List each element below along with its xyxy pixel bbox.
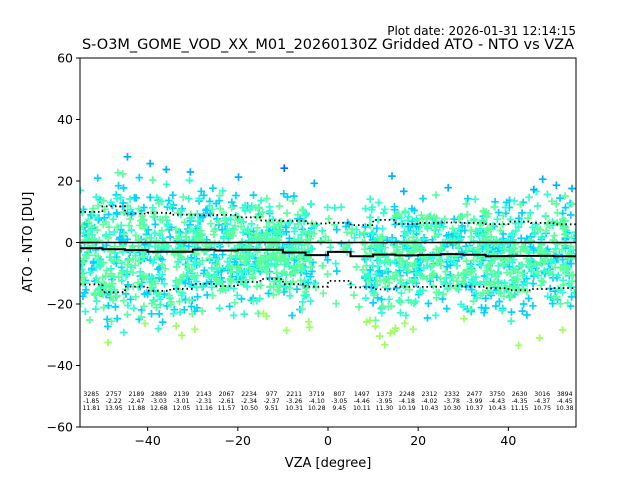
bin-count-label: 807 <box>333 391 345 398</box>
y-tick-label: 20 <box>57 174 73 189</box>
bin-std-label: 10.11 <box>353 405 371 412</box>
bin-count-label: 2889 <box>151 391 167 398</box>
bin-mean-label: -1.85 <box>83 398 99 405</box>
bin-std-label: 12.05 <box>173 405 191 412</box>
scatter-series-6 <box>104 309 567 350</box>
y-tick-label: 0 <box>65 235 73 250</box>
scatter-series-1 <box>280 164 289 172</box>
bin-count-label: 2757 <box>106 391 122 398</box>
bin-mean-label: -3.99 <box>466 398 482 405</box>
scatter-series-5 <box>80 168 576 325</box>
bin-count-label: 3016 <box>534 391 550 398</box>
bin-count-label: 1497 <box>354 391 370 398</box>
bin-std-label: 9.51 <box>265 405 279 412</box>
bin-std-label: 9.45 <box>332 405 346 412</box>
bin-count-label: 2477 <box>467 391 483 398</box>
bin-mean-label: -3.95 <box>376 398 392 405</box>
bin-std-label: 11.30 <box>376 405 394 412</box>
bin-mean-label: -4.10 <box>309 398 325 405</box>
bin-mean-label: -2.37 <box>264 398 280 405</box>
plot-date: Plot date: 2026-01-31 12:14:15 <box>387 24 576 38</box>
bin-count-label: 2332 <box>444 391 460 398</box>
bin-std-label: 13.95 <box>105 405 123 412</box>
bin-mean-label: -4.02 <box>421 398 437 405</box>
bin-count-label: 2312 <box>422 391 438 398</box>
bin-count-label: 3285 <box>83 391 99 398</box>
bin-std-label: 10.37 <box>466 405 484 412</box>
bin-std-label: 10.50 <box>240 405 258 412</box>
bin-mean-label: -2.31 <box>196 398 212 405</box>
bin-count-label: 2211 <box>286 391 302 398</box>
bin-mean-label: -2.61 <box>218 398 234 405</box>
bin-std-label: 10.28 <box>308 405 326 412</box>
bin-mean-label: -3.26 <box>286 398 302 405</box>
bin-mean-label: -4.45 <box>557 398 573 405</box>
bin-std-label: 10.43 <box>421 405 439 412</box>
upper-std-line <box>80 205 576 226</box>
bin-mean-label: -4.37 <box>534 398 550 405</box>
bin-statistics: 3285-1.8511.812757-2.2213.952189-2.4711.… <box>82 391 573 412</box>
y-tick-label: 40 <box>57 112 73 127</box>
x-tick-label: −20 <box>225 433 251 448</box>
bin-count-label: 1373 <box>377 391 393 398</box>
bin-mean-label: -4.35 <box>512 398 528 405</box>
lower-std-line <box>80 278 576 294</box>
x-tick-label: 40 <box>500 433 516 448</box>
bin-mean-label: -4.43 <box>489 398 505 405</box>
bin-mean-label: -3.05 <box>331 398 347 405</box>
bin-std-label: 10.38 <box>556 405 574 412</box>
x-tick-label: 20 <box>410 433 426 448</box>
x-tick-label: 0 <box>324 433 332 448</box>
bin-std-label: 11.88 <box>128 405 146 412</box>
bin-std-label: 11.57 <box>218 405 236 412</box>
y-tick-label: −40 <box>47 358 73 373</box>
bin-count-label: 2067 <box>219 391 235 398</box>
x-axis-label: VZA [degree] <box>285 456 372 471</box>
bin-count-label: 2234 <box>241 391 257 398</box>
bin-count-label: 2630 <box>512 391 528 398</box>
y-tick-label: −20 <box>47 297 73 312</box>
bin-count-label: 2139 <box>174 391 190 398</box>
bin-count-label: 2189 <box>129 391 145 398</box>
bin-std-label: 10.30 <box>443 405 461 412</box>
x-axis-ticks: −40 −20 0 20 40 <box>134 427 516 448</box>
bin-std-label: 10.75 <box>533 405 551 412</box>
bin-count-label: 3750 <box>489 391 505 398</box>
bin-std-label: 10.31 <box>285 405 303 412</box>
y-axis-label: ATO - NTO [DU] <box>21 192 36 293</box>
bin-mean-label: -2.34 <box>241 398 257 405</box>
bin-count-label: 3719 <box>309 391 325 398</box>
bin-mean-label: -3.78 <box>444 398 460 405</box>
bin-mean-label: -4.18 <box>399 398 415 405</box>
bin-std-label: 11.81 <box>82 405 100 412</box>
bin-mean-label: -2.22 <box>106 398 122 405</box>
y-tick-label: −60 <box>47 420 73 435</box>
bin-count-label: 2248 <box>399 391 415 398</box>
bin-std-label: 12.68 <box>150 405 168 412</box>
x-tick-label: −40 <box>134 433 160 448</box>
chart-title: S-O3M_GOME_VOD_XX_M01_20260130Z Gridded … <box>82 37 574 53</box>
scatter-series-2 <box>123 153 576 196</box>
bin-count-label: 3894 <box>557 391 573 398</box>
y-tick-label: 60 <box>57 51 73 66</box>
bin-std-label: 11.16 <box>195 405 213 412</box>
statistic-lines <box>80 205 576 294</box>
y-axis-ticks: −60 −40 −20 0 20 40 60 <box>47 51 80 435</box>
bin-std-label: 10.19 <box>398 405 416 412</box>
bin-count-label: 977 <box>266 391 278 398</box>
bin-mean-label: -4.46 <box>354 398 370 405</box>
bin-mean-label: -2.47 <box>128 398 144 405</box>
mean-line <box>80 247 576 258</box>
bin-mean-label: -3.03 <box>151 398 167 405</box>
bin-std-label: 11.15 <box>511 405 529 412</box>
bin-std-label: 10.43 <box>488 405 506 412</box>
bin-count-label: 2143 <box>196 391 212 398</box>
bin-mean-label: -3.01 <box>173 398 189 405</box>
